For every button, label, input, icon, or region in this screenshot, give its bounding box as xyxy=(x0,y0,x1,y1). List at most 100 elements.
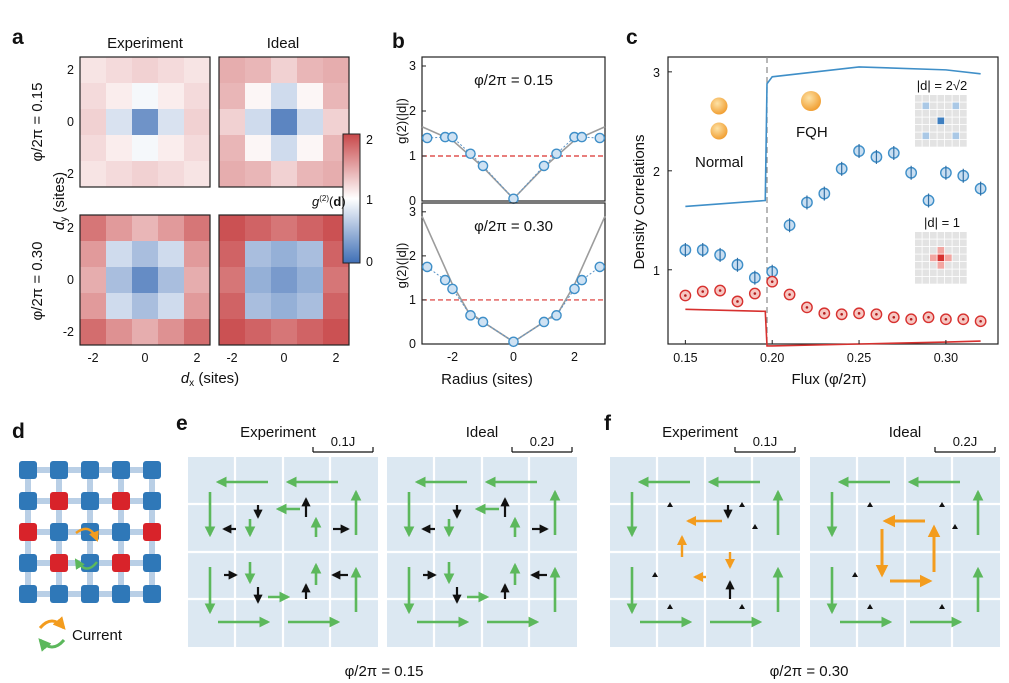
colorbar-tick-0: 0 xyxy=(366,255,373,269)
heatmap-cell xyxy=(158,161,185,188)
inset-cell xyxy=(922,269,930,277)
panel-letter-f: f xyxy=(604,412,612,435)
heatmap-ytick: -2 xyxy=(63,325,74,339)
panelc-ylabel: Density Correlations xyxy=(631,134,648,269)
heatmap-cell xyxy=(184,109,211,136)
scale-bar-label: 0.1J xyxy=(753,434,778,449)
heatmap-cell xyxy=(132,161,159,188)
heatmap-frame xyxy=(218,56,350,188)
panelc-point-center xyxy=(701,290,705,293)
panelb-subplot-0: 3 2 1 0 φ/2π = 0.15 g(2)(|d|) xyxy=(394,56,606,208)
heatmap-cell xyxy=(184,83,211,110)
panelb-point xyxy=(594,261,606,273)
inset-cell xyxy=(937,102,945,110)
scale-bar-label: 0.1J xyxy=(331,434,356,449)
inset-cell xyxy=(960,132,967,140)
panel-d: Current xyxy=(19,461,161,652)
heatmap-cell xyxy=(132,109,159,136)
radial-current-marker xyxy=(739,502,745,507)
colorbar xyxy=(342,133,361,264)
heatmap-cell xyxy=(132,215,159,242)
inset-cell xyxy=(960,277,967,284)
particle-icon xyxy=(801,91,821,111)
inset-cell xyxy=(922,262,930,269)
panelb-xtick: 0 xyxy=(510,350,517,364)
inset-cell xyxy=(952,125,960,132)
inset-cell xyxy=(922,132,930,140)
scale-bar-label: 0.2J xyxy=(953,434,978,449)
inset-label: |d| = 2√2 xyxy=(917,78,967,93)
inset-cell xyxy=(945,277,952,284)
current-legend-label: Current xyxy=(72,627,123,644)
lattice-site-blue xyxy=(112,585,130,603)
panelb-xlabel: Radius (sites) xyxy=(441,371,533,388)
heatmap-xlabel: dx (sites) xyxy=(181,370,239,389)
panelb-point xyxy=(551,148,562,160)
panelb-point xyxy=(447,283,458,295)
panelc-point-center xyxy=(927,315,930,319)
heatmap-cell xyxy=(271,241,298,268)
panelb-ylabel: g(2)(|d|) xyxy=(394,98,409,144)
inset-cell xyxy=(930,262,937,269)
inset-cell xyxy=(930,110,937,117)
lattice-site-red xyxy=(19,523,37,541)
lattice-site-blue xyxy=(112,523,130,541)
lattice-site-blue xyxy=(143,585,161,603)
panelc-point-center xyxy=(961,317,965,321)
panelb-xtick: 2 xyxy=(571,350,578,364)
svg-text:g(2)(d): g(2)(d) xyxy=(312,194,346,209)
inset-cell xyxy=(922,125,930,132)
inset-cell xyxy=(922,232,930,239)
panelc-point-center xyxy=(944,317,948,321)
inset-cell xyxy=(945,262,952,269)
heatmap-cell xyxy=(297,57,324,84)
inset-cell xyxy=(937,277,945,284)
panelb-point xyxy=(439,274,451,286)
inset-cell xyxy=(915,262,922,269)
inset-cell xyxy=(945,117,952,125)
inset-cell xyxy=(922,140,930,147)
inset-cell xyxy=(937,132,945,140)
panel-c: 0.15 0.20 0.25 0.30 3 2 1 Normal FQH |d| = 2√2 |d|… xyxy=(631,56,999,388)
heatmap-cell xyxy=(106,241,133,268)
lattice-site-blue xyxy=(81,585,99,603)
panelc-point-center xyxy=(979,319,982,323)
heatmap-cell xyxy=(323,83,350,110)
heatmap-xtick: 2 xyxy=(194,351,201,365)
panelb-point xyxy=(508,193,519,205)
heatmap-cell xyxy=(106,135,133,162)
heatmap-cell xyxy=(219,241,246,268)
panelc-xtick: 0.15 xyxy=(673,351,697,365)
heatmap-cell xyxy=(80,135,107,162)
inset-cell xyxy=(915,232,922,239)
heatmap-ideal_0.30 xyxy=(218,214,350,346)
heatmap-cell xyxy=(132,241,159,268)
heatmap-ylabel: dy (sites) xyxy=(51,172,70,230)
inset-cell xyxy=(922,117,930,125)
heatmap-cell xyxy=(158,215,185,242)
panelb-point xyxy=(447,131,458,143)
inset-cell xyxy=(937,232,945,239)
heatmap-cell xyxy=(323,267,350,294)
inset-cell xyxy=(960,117,967,125)
panelc-point-center xyxy=(736,300,739,303)
lattice-site-red xyxy=(143,523,161,541)
heatmap-cell xyxy=(323,57,350,84)
inset-cell xyxy=(922,102,930,110)
panelb-subplot-1: 3 2 1 0 φ/2π = 0.30 g(2)(|d|) xyxy=(394,202,606,351)
panelc-point-center xyxy=(753,292,757,295)
panel-letter-e: e xyxy=(176,412,188,435)
heatmap-cell xyxy=(245,293,272,320)
radial-current-marker xyxy=(667,502,673,507)
panelb-point xyxy=(594,132,606,144)
heatmap-ytick: 0 xyxy=(67,273,74,287)
heatmap-cell xyxy=(297,83,324,110)
panelb-ytick: 0 xyxy=(409,194,416,208)
panelb-data-line xyxy=(426,266,601,343)
heatmap-cell xyxy=(158,135,185,162)
radial-current-marker xyxy=(939,502,945,507)
inset-cell xyxy=(960,254,967,262)
inset-cell xyxy=(945,254,952,262)
panel-letter-a: a xyxy=(12,26,24,49)
panelc-point-center xyxy=(892,315,896,319)
